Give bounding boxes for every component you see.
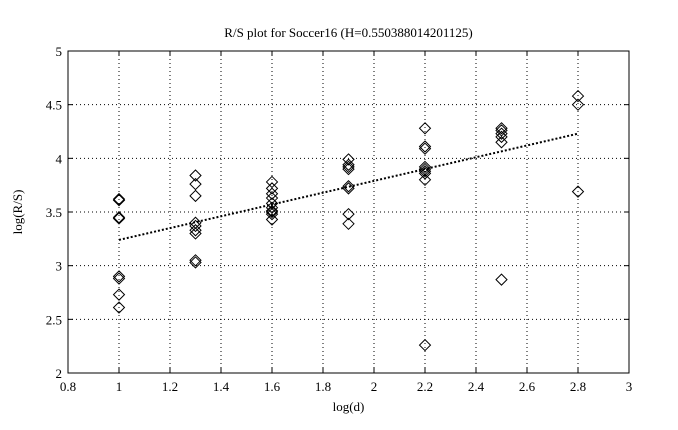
data-point-diamond [265,187,279,200]
data-point-diamond [189,169,202,182]
data-point-diamond [342,182,355,195]
data-point-diamond [342,158,355,171]
data-point-diamond [189,224,202,237]
data-point-diamond [418,167,432,180]
data-point-diamond [265,182,279,195]
data-point-diamond [265,213,279,226]
fit-line [118,132,579,241]
tick-labels: 0.8 1 1.2 1.4 1.6 1.8 2 2.2 2.4 2.6 2.8 3 2 2.5 3 3.5 4 4… [46,44,633,394]
data-point-diamond [418,142,432,155]
data-point-diamond [189,219,202,233]
y-tick-label: 2.5 [46,312,62,327]
data-point-diamond [112,211,126,224]
data-point-diamond [495,127,508,140]
data-point-diamond [342,180,355,193]
data-point-diamond [418,173,432,187]
y-tick-label: 4.5 [46,98,62,113]
data-point-diamond [495,130,508,144]
data-point-diamond [418,122,432,135]
data-point-diamond [265,205,279,219]
data-point-diamond [571,89,585,103]
x-tick-label: 2 [371,379,378,394]
data-point-diamond [265,201,279,214]
data-point-diamond [112,301,126,314]
data-point-diamond [342,162,355,176]
x-tick-label: 1 [116,379,123,394]
data-point-diamond [495,273,508,286]
y-tick-label: 3 [56,259,63,274]
x-tick-label: 1.6 [264,379,281,394]
data-point-diamond [342,217,355,231]
x-tick-label: 3 [626,379,633,394]
data-point-diamond [112,192,126,206]
data-point-diamond [342,160,355,174]
data-point-diamond [112,212,126,225]
data-point-diamond [265,191,279,205]
data-point-diamond [189,189,202,203]
x-tick-label: 2.6 [519,379,536,394]
data-point-diamond [495,122,508,135]
data-point-diamond [418,165,432,178]
data-point-diamond [112,272,126,285]
grid [68,51,629,373]
y-axis-label: log(R/S) [10,190,25,235]
data-point-diamond [342,207,355,221]
data-points [112,89,585,352]
x-tick-label: 2.8 [570,379,586,394]
data-point-diamond [265,175,279,189]
y-tick-label: 2 [56,366,63,381]
x-tick-label: 2.4 [468,379,485,394]
data-point-diamond [112,193,126,207]
data-point-diamond [189,227,202,240]
data-point-diamond [112,270,126,283]
data-point-diamond [189,256,202,269]
data-point-diamond [571,185,585,198]
data-point-diamond [418,140,432,153]
data-point-diamond [342,153,355,166]
data-point-diamond [265,207,279,221]
data-point-diamond [265,204,279,218]
data-point-diamond [495,136,508,149]
fit-line-layer [118,132,579,241]
y-tick-label: 4 [56,151,63,166]
data-point-diamond [418,338,432,352]
chart-title: R/S plot for Soccer16 (H=0.5503880142011… [224,25,472,40]
x-tick-label: 0.8 [60,379,76,394]
data-point-diamond [418,160,432,174]
y-tick-label: 5 [56,44,63,59]
x-tick-label: 1.4 [213,379,230,394]
data-point-diamond [189,254,202,267]
data-point-diamond [112,288,126,301]
data-point-diamond [571,98,585,111]
x-tick-label: 1.2 [162,379,178,394]
x-tick-label: 1.8 [315,379,331,394]
y-tick-label: 3.5 [46,205,62,220]
data-point-diamond [189,177,202,191]
data-point-diamond [495,124,508,137]
axis-ticks [67,50,630,374]
x-axis-label: log(d) [333,399,365,414]
x-tick-label: 2.2 [417,379,433,394]
